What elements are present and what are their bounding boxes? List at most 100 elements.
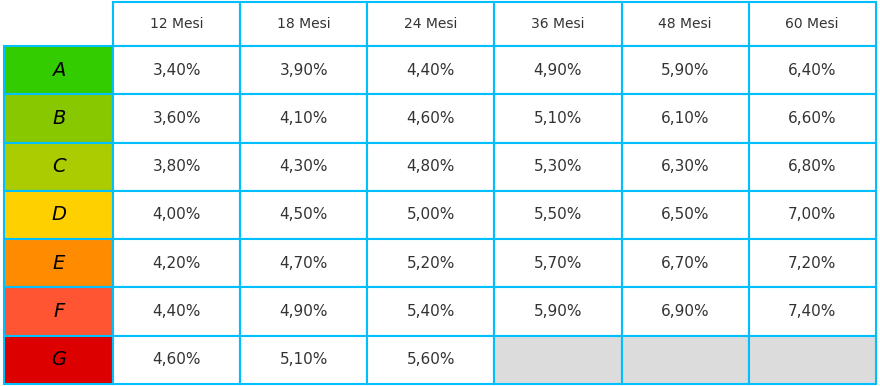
Text: 6,60%: 6,60% (788, 111, 836, 126)
Bar (114, 142, 240, 191)
Text: 5,00%: 5,00% (407, 207, 455, 222)
Bar (621, 288, 749, 336)
Text: 5,90%: 5,90% (534, 304, 583, 319)
Bar (749, 191, 876, 239)
Bar (621, 336, 749, 384)
Bar (749, 239, 876, 288)
Bar (368, 142, 495, 191)
Text: 7,00%: 7,00% (788, 207, 836, 222)
Bar (114, 288, 240, 336)
Text: 5,30%: 5,30% (534, 159, 583, 174)
Text: 6,80%: 6,80% (788, 159, 836, 174)
Text: 4,60%: 4,60% (407, 111, 455, 126)
Text: 60 Mesi: 60 Mesi (785, 17, 839, 31)
Bar (368, 239, 495, 288)
Bar (114, 239, 240, 288)
Bar (621, 94, 749, 142)
Bar (114, 336, 240, 384)
Text: 5,10%: 5,10% (534, 111, 583, 126)
Text: 5,90%: 5,90% (661, 63, 709, 78)
Text: 48 Mesi: 48 Mesi (658, 17, 712, 31)
Bar (114, 94, 240, 142)
Text: 3,40%: 3,40% (152, 63, 201, 78)
Bar (749, 142, 876, 191)
Bar (4, 336, 114, 384)
Text: B: B (52, 109, 65, 128)
Bar (621, 2, 749, 46)
Bar (495, 239, 621, 288)
Bar (621, 239, 749, 288)
Bar (495, 142, 621, 191)
Text: A: A (52, 61, 65, 80)
Text: 4,10%: 4,10% (280, 111, 328, 126)
Text: 3,80%: 3,80% (152, 159, 201, 174)
Bar (114, 191, 240, 239)
Text: 6,30%: 6,30% (661, 159, 709, 174)
Text: 5,60%: 5,60% (407, 352, 455, 367)
Bar (4, 142, 114, 191)
Text: G: G (51, 350, 66, 369)
Text: D: D (51, 205, 66, 225)
Bar (240, 191, 368, 239)
Bar (240, 46, 368, 94)
Bar (495, 46, 621, 94)
Bar (114, 46, 240, 94)
Text: 4,80%: 4,80% (407, 159, 455, 174)
Text: 5,10%: 5,10% (280, 352, 328, 367)
Bar (4, 191, 114, 239)
Bar (240, 239, 368, 288)
Bar (240, 94, 368, 142)
Bar (240, 142, 368, 191)
Text: F: F (53, 302, 64, 321)
Bar (4, 46, 114, 94)
Text: 5,40%: 5,40% (407, 304, 455, 319)
Text: 6,40%: 6,40% (788, 63, 836, 78)
Bar (4, 94, 114, 142)
Text: 6,70%: 6,70% (661, 256, 709, 271)
Bar (495, 94, 621, 142)
Bar (4, 239, 114, 288)
Bar (621, 191, 749, 239)
Bar (749, 288, 876, 336)
Text: 4,40%: 4,40% (407, 63, 455, 78)
Text: 4,90%: 4,90% (534, 63, 583, 78)
Bar (495, 191, 621, 239)
Text: 12 Mesi: 12 Mesi (150, 17, 203, 31)
Bar (4, 2, 114, 46)
Bar (749, 46, 876, 94)
Text: 6,10%: 6,10% (661, 111, 709, 126)
Text: 3,90%: 3,90% (280, 63, 328, 78)
Text: 3,60%: 3,60% (152, 111, 202, 126)
Bar (749, 94, 876, 142)
Bar (240, 288, 368, 336)
Bar (495, 336, 621, 384)
Text: 5,20%: 5,20% (407, 256, 455, 271)
Text: 18 Mesi: 18 Mesi (277, 17, 331, 31)
Bar (749, 2, 876, 46)
Text: 4,00%: 4,00% (152, 207, 201, 222)
Bar (368, 2, 495, 46)
Text: 4,70%: 4,70% (280, 256, 328, 271)
Text: 4,50%: 4,50% (280, 207, 328, 222)
Text: C: C (52, 157, 66, 176)
Bar (368, 46, 495, 94)
Bar (368, 288, 495, 336)
Text: E: E (53, 254, 65, 273)
Bar (368, 94, 495, 142)
Bar (621, 142, 749, 191)
Bar (368, 336, 495, 384)
Text: 36 Mesi: 36 Mesi (532, 17, 584, 31)
Bar (495, 2, 621, 46)
Bar (495, 288, 621, 336)
Text: 5,70%: 5,70% (534, 256, 583, 271)
Text: 4,30%: 4,30% (280, 159, 328, 174)
Bar (240, 2, 368, 46)
Text: 24 Mesi: 24 Mesi (404, 17, 458, 31)
Text: 5,50%: 5,50% (534, 207, 583, 222)
Text: 6,50%: 6,50% (661, 207, 709, 222)
Bar (114, 2, 240, 46)
Text: 6,90%: 6,90% (661, 304, 709, 319)
Bar (368, 191, 495, 239)
Bar (621, 46, 749, 94)
Bar (4, 288, 114, 336)
